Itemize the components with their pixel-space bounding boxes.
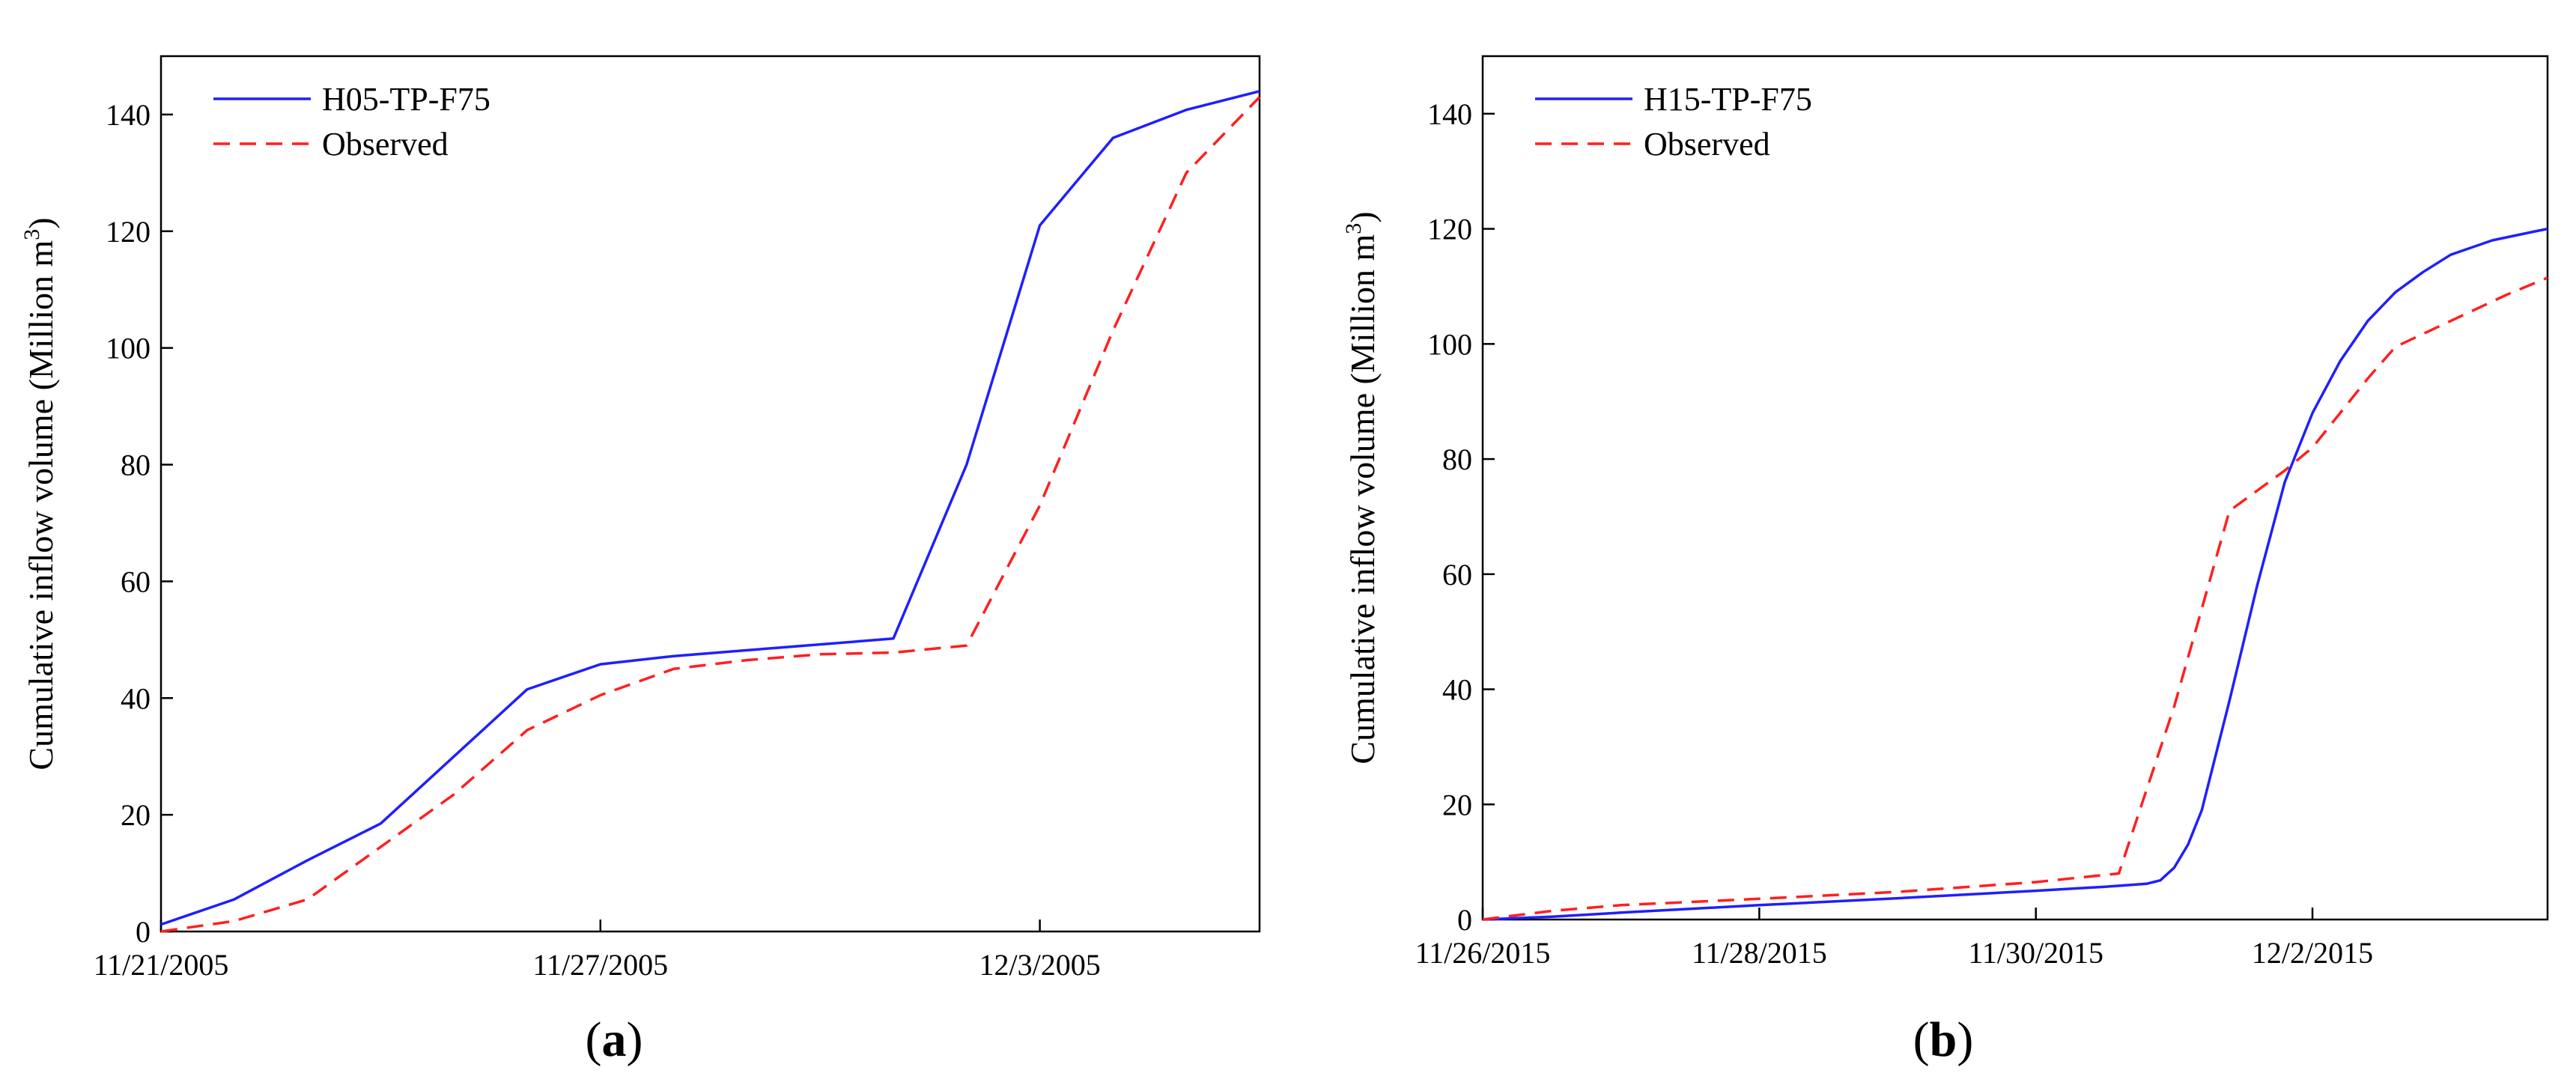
panel-label-open: (: [586, 1012, 602, 1067]
y-axis-title-superscript: 3: [1341, 223, 1366, 234]
y-tick-label: 0: [136, 915, 151, 949]
series-line-observed: [160, 96, 1261, 933]
y-axis-title: Cumulative inflow volume (Million m3): [19, 217, 60, 770]
x-tick-label: 11/30/2015: [1968, 936, 2103, 970]
y-axis-title-main: Cumulative inflow volume (Million m: [22, 240, 60, 771]
series-line-observed: [1482, 276, 2548, 921]
y-tick-label: 20: [121, 798, 151, 832]
panel-label-open: (: [1913, 1012, 1930, 1067]
series-line-model: [160, 90, 1260, 926]
y-tick-label: 40: [1442, 673, 1472, 707]
y-axis-title-superscript: 3: [19, 229, 44, 240]
y-tick-label: 140: [106, 98, 151, 132]
y-axis-title-main: Cumulative inflow volume (Million m: [1343, 234, 1382, 765]
panel-label: (a): [586, 1012, 643, 1067]
y-tick-label: 100: [1427, 327, 1472, 361]
panel-label-letter: a: [602, 1012, 627, 1067]
y-tick-label: 60: [1442, 558, 1472, 592]
y-tick-label: 60: [121, 565, 151, 598]
legend-label: H05-TP-F75: [322, 81, 490, 118]
plot-frame: [160, 55, 1261, 933]
panel-label-close: ): [1957, 1012, 1973, 1067]
y-axis-title-suffix: ): [1343, 211, 1382, 222]
x-tick-label: 12/2/2015: [2252, 936, 2373, 970]
x-tick-label: 12/3/2005: [979, 948, 1100, 982]
y-tick-label: 0: [1457, 903, 1472, 937]
y-tick-label: 100: [106, 332, 151, 365]
series-line-model: [1482, 227, 2548, 921]
panel-label-letter: b: [1930, 1012, 1957, 1067]
x-tick-label: 11/21/2005: [94, 948, 229, 982]
y-axis-title-suffix: ): [22, 217, 60, 228]
chart-panel-b: 0 20 40 60 80 100 120 140 11/26/2015 11/28/2015 11…: [1341, 55, 2549, 1067]
plot-frame: [1481, 55, 2549, 921]
panel-label-close: ): [627, 1012, 643, 1067]
chart-panel-a: 0 20 40 60 80 100 120 140 11/21/2005 11/27/2005 12…: [19, 55, 1261, 1067]
x-tick-label: 11/28/2015: [1692, 936, 1827, 970]
x-tick-label: 11/27/2005: [532, 948, 668, 982]
y-tick-label: 140: [1427, 97, 1472, 131]
legend-label: H15-TP-F75: [1644, 81, 1812, 118]
y-tick-label: 40: [121, 681, 151, 715]
legend-label: Observed: [322, 126, 449, 162]
x-tick-label: 11/26/2015: [1415, 936, 1551, 970]
y-axis-title: Cumulative inflow volume (Million m3): [1341, 211, 1382, 764]
y-tick-label: 20: [1442, 788, 1472, 821]
y-tick-label: 120: [1427, 213, 1472, 246]
legend-label: Observed: [1644, 126, 1770, 162]
y-tick-label: 80: [121, 449, 151, 482]
y-tick-label: 120: [106, 215, 151, 249]
panel-label: (b): [1913, 1012, 1974, 1067]
y-tick-label: 80: [1442, 443, 1472, 476]
